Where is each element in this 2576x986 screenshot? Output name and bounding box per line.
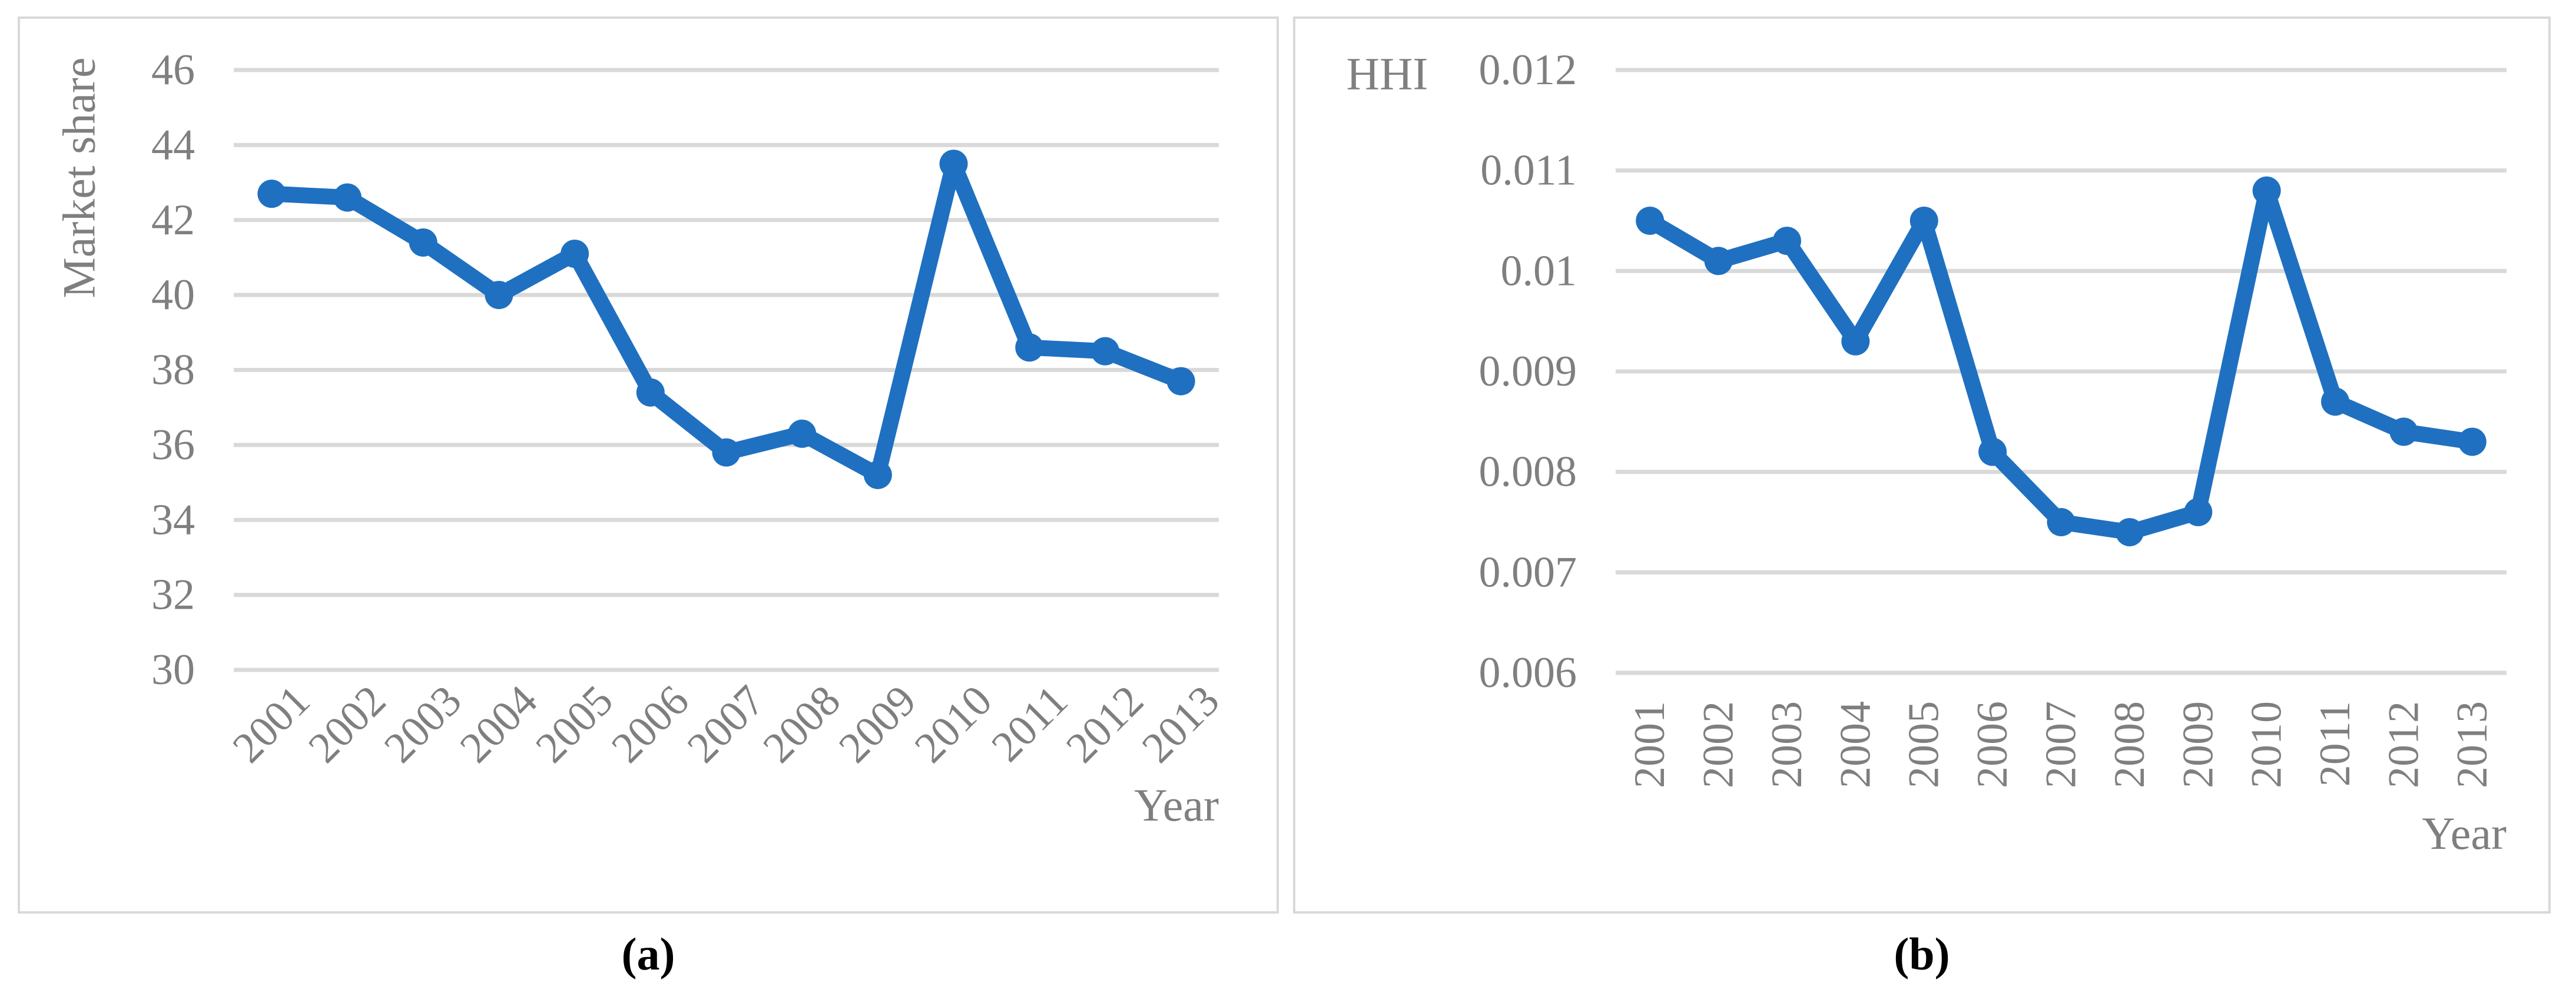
data-point (1841, 327, 1870, 356)
y-tick-label: 0.01 (1501, 247, 1577, 295)
x-tick-label: 2004 (1831, 701, 1879, 788)
data-point (863, 460, 892, 489)
data-point (2115, 518, 2144, 547)
data-point (2321, 387, 2350, 416)
data-point (333, 183, 362, 212)
data-point (1636, 207, 1665, 235)
data-point (1909, 207, 1938, 235)
data-point (257, 180, 286, 208)
x-tick-label: 2006 (602, 676, 698, 772)
x-tick-label: 2011 (983, 676, 1078, 771)
y-tick-label: 40 (151, 271, 195, 319)
data-point (1772, 227, 1801, 255)
y-tick-label: 34 (151, 496, 195, 544)
data-point (1090, 337, 1119, 366)
data-point (485, 281, 513, 310)
x-tick-label: 2011 (2311, 701, 2359, 786)
y-tick-label: 38 (151, 346, 195, 394)
y-axis-title: HHI (1347, 48, 1428, 99)
data-point (1166, 367, 1195, 396)
x-tick-label: 2009 (830, 676, 926, 772)
data-point (636, 378, 665, 407)
data-point (788, 419, 817, 448)
x-tick-label: 2012 (1057, 676, 1153, 772)
y-tick-label: 36 (151, 421, 195, 469)
x-tick-label: 2006 (1968, 701, 2017, 788)
x-tick-label: 2013 (1133, 676, 1229, 772)
x-tick-label: 2010 (2243, 701, 2291, 788)
y-tick-label: 32 (151, 571, 195, 619)
x-axis-title: Year (1134, 779, 1219, 831)
data-point (1015, 333, 1044, 362)
y-tick-label: 0.007 (1479, 548, 1577, 596)
x-tick-label: 2010 (906, 676, 1002, 772)
data-point (2184, 497, 2213, 526)
x-tick-label: 2004 (451, 676, 547, 772)
x-tick-label: 2007 (678, 676, 774, 772)
caption-b: (b) (1894, 928, 1950, 980)
x-tick-label: 2001 (224, 676, 320, 772)
x-tick-label: 2008 (2106, 701, 2154, 788)
x-tick-label: 2003 (375, 676, 471, 772)
y-tick-label: 0.009 (1479, 347, 1577, 396)
market-share-line-chart: 4644424038363432302001200220032004200520… (54, 46, 1229, 831)
y-axis-title: Market share (54, 57, 105, 298)
data-point (2047, 508, 2076, 536)
data-point (2458, 427, 2487, 456)
y-tick-label: 44 (151, 121, 195, 169)
x-tick-label: 2013 (2448, 701, 2497, 788)
y-tick-label: 0.011 (1480, 147, 1577, 195)
data-point (1978, 437, 2007, 466)
x-tick-label: 2005 (1900, 701, 1948, 788)
x-tick-label: 2003 (1763, 701, 1811, 788)
x-tick-label: 2005 (526, 676, 622, 772)
x-tick-label: 2001 (1626, 701, 1674, 788)
y-tick-label: 42 (151, 196, 195, 244)
data-point (712, 438, 741, 467)
data-point (409, 228, 437, 257)
hhi-line-chart: 0.012 0.011 0.01 0.009 0.008 0.007 0.006 2001 20… (1347, 46, 2507, 859)
x-axis-title: Year (2422, 808, 2507, 859)
x-tick-label: 2009 (2174, 701, 2222, 788)
data-point (2252, 176, 2281, 205)
data-point (1704, 247, 1733, 275)
x-tick-label: 2012 (2379, 701, 2428, 788)
y-tick-label: 46 (151, 46, 195, 94)
series-line (263, 155, 1189, 483)
data-point (939, 150, 968, 178)
y-tick-label: 0.006 (1479, 649, 1577, 697)
y-tick-label: 0.012 (1479, 46, 1577, 94)
x-tick-label: 2008 (754, 676, 850, 772)
panel-a-market-share-chart: 46 44 42 40 38 36 34 32 30 2001 2002 2003 2004 2005 20… (18, 16, 1279, 914)
caption-a: (a) (621, 928, 675, 980)
panel-b-hhi-chart: 0.012 0.011 0.01 0.009 0.008 0.007 0.006 2001 20… (1293, 16, 2551, 914)
y-tick-label: 0.008 (1479, 448, 1577, 496)
data-point (561, 240, 589, 268)
x-tick-label: 2002 (1695, 701, 1743, 788)
data-point (2389, 417, 2418, 446)
x-tick-label: 2002 (299, 676, 395, 772)
x-tick-label: 2007 (2037, 701, 2086, 788)
y-tick-label: 30 (151, 646, 195, 694)
